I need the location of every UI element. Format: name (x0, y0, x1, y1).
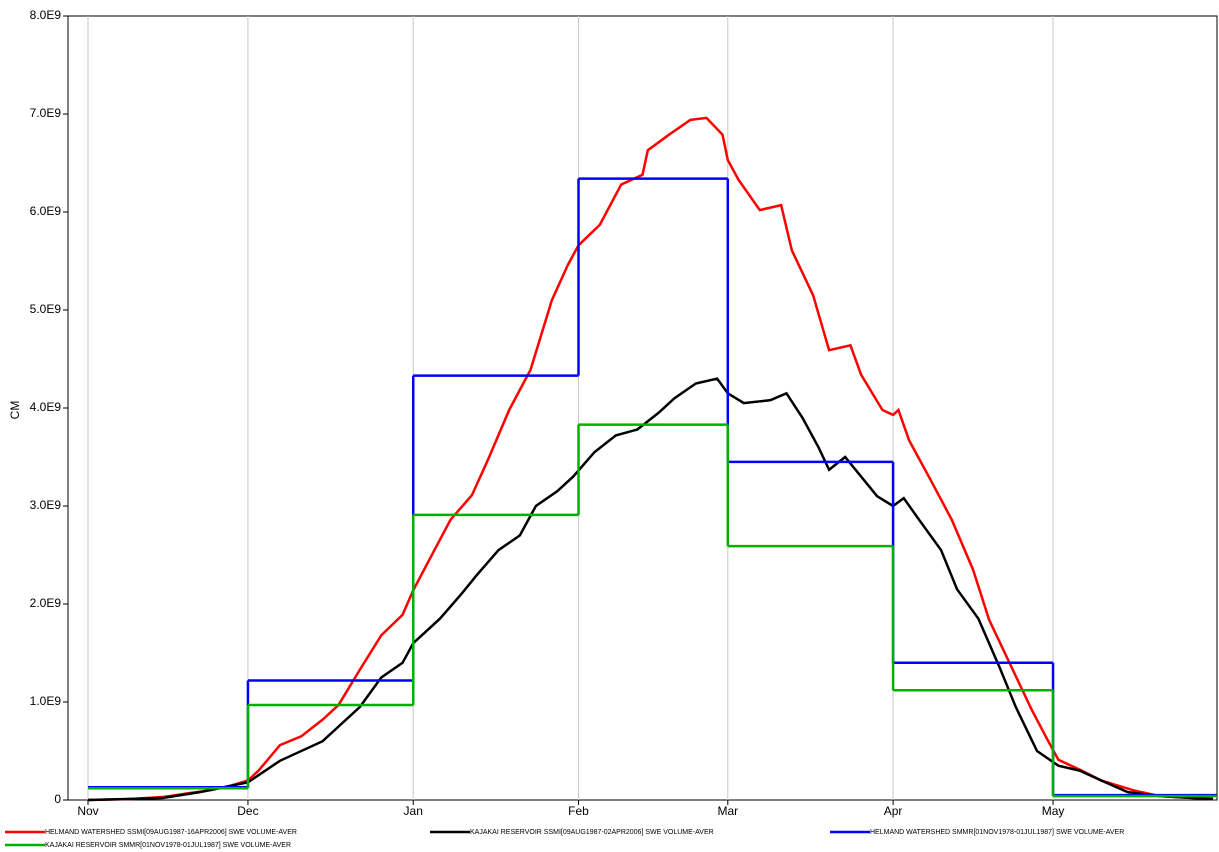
y-tick-label: 7.0E9 (30, 106, 62, 120)
series-line (87, 116, 1214, 802)
legend-label: KAJAKAI RESERVOIR SMMR[01NOV1978-01JUL19… (45, 842, 291, 849)
plot-frame (67, 15, 1218, 801)
y-tick-label: 3.0E9 (30, 498, 62, 512)
series-line (87, 377, 1214, 802)
y-tick-label: 4.0E9 (30, 400, 62, 414)
y-tick-label: 0 (54, 792, 61, 806)
legend-label: HELMAND WATERSHED SMMR[01NOV1978-01JUL19… (870, 829, 1124, 836)
x-tick-label: May (1042, 804, 1065, 818)
x-tick-label: Jan (404, 804, 423, 818)
y-tick-label: 6.0E9 (30, 204, 62, 218)
x-tick-label: Feb (568, 804, 589, 818)
legend-label: KAJAKAI RESERVOIR SSMI[09AUG1987-02APR20… (470, 829, 714, 836)
x-tick-label: Mar (717, 804, 738, 818)
x-tick-label: Dec (237, 804, 258, 818)
y-axis-label: CM (8, 401, 22, 420)
legend-label: HELMAND WATERSHED SSMI[09AUG1987-16APR20… (45, 829, 297, 836)
y-tick-label: 1.0E9 (30, 694, 62, 708)
y-tick-label: 8.0E9 (30, 8, 62, 22)
y-tick-label: 5.0E9 (30, 302, 62, 316)
x-tick-label: Nov (77, 804, 98, 818)
y-tick-label: 2.0E9 (30, 596, 62, 610)
x-tick-label: Apr (884, 804, 903, 818)
